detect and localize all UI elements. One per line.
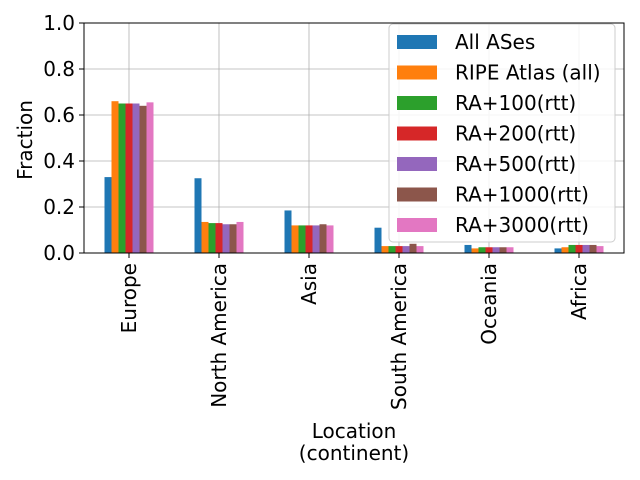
bar [575,244,583,253]
legend-label: RA+3000(rtt) [455,213,589,237]
legend-swatch [397,126,437,141]
bar [416,246,424,253]
bar [499,247,507,253]
plot-frame [83,22,625,254]
legend-box [388,23,616,243]
bar [561,247,569,253]
bar [118,103,126,253]
legend-label: RA+100(rtt) [455,91,576,115]
bar [596,246,604,253]
y-tick-label: 0.8 [43,57,75,81]
legend-swatch [397,187,437,202]
bar [146,102,154,253]
bar [201,221,209,253]
bar [291,225,299,253]
x-tick-label: Europe [117,263,141,333]
bar [298,225,306,253]
bar [582,244,590,253]
x-ticks: Europe North America Asia South America Ocea… [117,253,591,410]
bar [492,247,500,253]
y-tick-label: 0.4 [43,149,75,173]
bar [374,227,382,253]
bar [568,244,576,253]
legend-swatch [397,157,437,171]
y-tick-label: 0.0 [43,241,75,265]
x-tick-label: South America [387,263,411,410]
legend: All ASes RIPE Atlas (all) RA+100(rtt) RA+20… [388,23,616,243]
legend-swatch [397,65,437,80]
bars [104,101,604,253]
bar [125,103,133,253]
bar [104,177,112,253]
x-tick-label: North America [207,263,231,408]
bar [139,105,147,253]
legend-swatch [397,218,437,232]
bar [554,248,562,253]
y-tick-label: 1.0 [43,11,75,35]
x-axis-label-line: (continent) [299,441,409,465]
bar [208,223,216,253]
bar [395,246,403,253]
bar [409,243,417,253]
bar [305,225,313,253]
legend-label: All ASes [455,30,535,54]
legend-label: RA+1000(rtt) [455,183,589,207]
bar [464,244,472,253]
bar [326,225,334,253]
y-ticks: 0.0 0.2 0.4 0.6 0.8 1.0 [43,11,84,265]
bar [229,224,237,253]
bar [319,224,327,253]
bar [402,246,410,253]
bar [111,101,119,253]
legend-label: RA+500(rtt) [455,152,576,176]
x-tick-label: Asia [297,263,321,305]
x-axis-label: Location(continent) [299,419,409,465]
bar [236,221,244,253]
x-axis-label-line: Location [312,419,397,443]
bar [478,247,486,253]
x-tick-label: Oceania [477,263,501,345]
legend-label: RIPE Atlas (all) [455,61,601,85]
bar [589,244,597,253]
bar [485,247,493,253]
bar [284,210,292,253]
bar [506,247,514,253]
y-tick-label: 0.6 [43,103,75,127]
bar [471,248,479,253]
bar [312,225,320,253]
bar [381,246,389,253]
bar [215,223,223,253]
legend-label: RA+200(rtt) [455,122,576,146]
bar [388,246,396,253]
axes [83,22,625,254]
y-axis-label: Fraction [13,100,37,180]
legend-swatch [397,96,437,110]
bar [222,224,230,253]
legend-swatch [397,35,437,49]
x-tick-label: Africa [567,263,591,320]
y-tick-label: 0.2 [43,195,75,219]
bar [194,178,202,253]
bar [132,103,140,253]
